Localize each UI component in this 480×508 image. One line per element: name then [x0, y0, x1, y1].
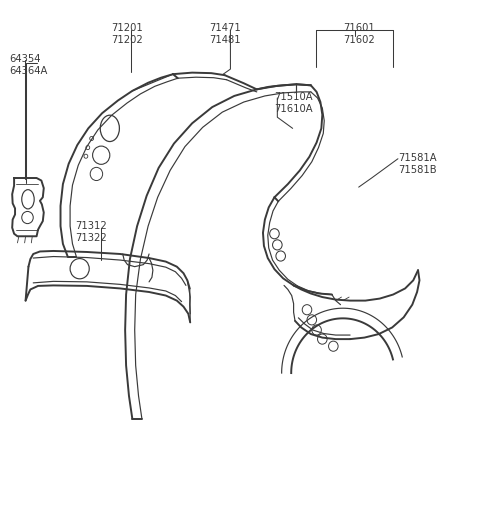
- Text: 71471
71481: 71471 71481: [209, 23, 240, 46]
- Text: 71581A
71581B: 71581A 71581B: [398, 153, 437, 175]
- Text: 71510A
71610A: 71510A 71610A: [275, 92, 313, 114]
- Text: 71601
71602: 71601 71602: [343, 23, 374, 46]
- Text: 71201
71202: 71201 71202: [112, 23, 144, 46]
- Text: 64354
64364A: 64354 64364A: [9, 54, 48, 76]
- Text: 71312
71322: 71312 71322: [75, 221, 107, 243]
